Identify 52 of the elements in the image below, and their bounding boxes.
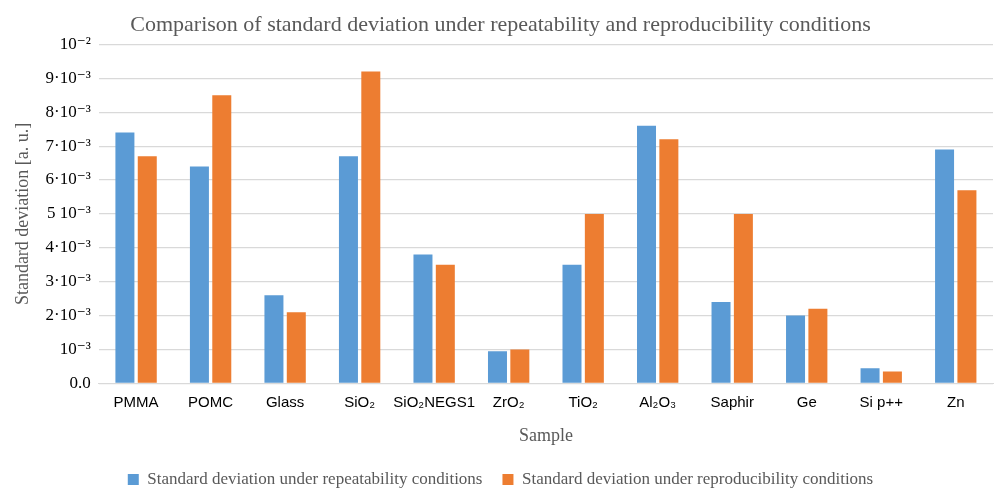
x-tick-label: SiO₂NEGS1 — [393, 392, 475, 410]
x-tick-label: Si p++ — [859, 392, 904, 410]
y-tick-label: 10⁻² — [59, 33, 91, 53]
y-tick-label: 6·10⁻³ — [45, 169, 91, 189]
legend-label: Standard deviation under reproducibility conditions — [521, 468, 874, 488]
y-tick-label: 9·10⁻³ — [45, 67, 91, 87]
legend-label: Standard deviation under repeatability conditions — [147, 468, 483, 488]
bar — [860, 368, 880, 383]
bar — [361, 71, 381, 383]
bar — [212, 95, 232, 383]
x-tick-label: TiO₂ — [568, 392, 599, 410]
bar — [115, 132, 135, 383]
x-tick-label: Al₂O₃ — [639, 392, 677, 410]
y-tick-label: 2·10⁻³ — [45, 305, 91, 325]
bar — [487, 351, 507, 383]
bar — [584, 213, 604, 383]
x-tick-label: Glass — [265, 392, 305, 410]
bar — [957, 190, 977, 383]
bar — [733, 213, 753, 383]
bar — [935, 149, 955, 383]
bar — [435, 264, 455, 383]
x-tick-label: POMC — [188, 392, 234, 410]
y-tick-label: 4·10⁻³ — [45, 237, 91, 257]
x-tick-label: PMMA — [113, 392, 159, 410]
y-tick-label: 0.0 — [69, 372, 91, 392]
bar — [562, 264, 582, 383]
x-tick-label: Zn — [946, 392, 965, 410]
bar — [189, 166, 209, 383]
y-tick-label: 7·10⁻³ — [45, 135, 91, 155]
bar — [711, 302, 731, 383]
y-tick-label: 5 10⁻³ — [47, 203, 91, 223]
x-tick-label: Saphir — [710, 392, 754, 410]
bar — [338, 156, 358, 383]
y-axis-title: Standard deviation [a. u.] — [11, 122, 32, 306]
x-tick-label: Ge — [796, 392, 817, 410]
bar — [286, 312, 306, 383]
y-tick-label: 10⁻³ — [59, 338, 91, 358]
bar — [137, 156, 157, 383]
bar — [637, 125, 657, 383]
bar — [786, 315, 806, 383]
y-tick-label: 3·10⁻³ — [45, 271, 91, 291]
bar — [413, 254, 433, 383]
chart-title: Comparison of standard deviation under repeatability and reproducibility conditions — [130, 10, 871, 36]
y-tick-label: 8·10⁻³ — [45, 101, 91, 121]
bar — [264, 295, 284, 383]
bar — [808, 308, 828, 383]
x-axis-title: Sample — [518, 424, 573, 445]
bar — [882, 371, 902, 383]
bar — [659, 139, 679, 383]
x-tick-label: SiO₂ — [344, 392, 376, 410]
x-tick-label: ZrO₂ — [492, 392, 525, 410]
bar — [510, 349, 530, 383]
